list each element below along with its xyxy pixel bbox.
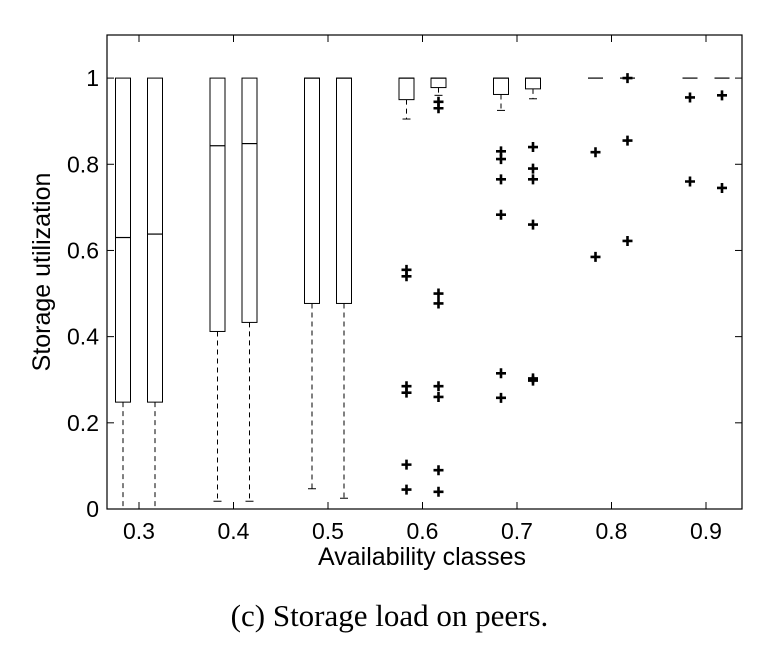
box-0_9-right [714,77,730,193]
outlier-point [433,103,444,114]
outlier-point [496,392,506,403]
box-0_3-left [115,77,131,510]
outlier-point [528,142,538,153]
box-0_5-left [304,77,320,490]
outlier-point [496,154,506,165]
outlier-point [685,92,695,103]
outlier-point [401,387,412,398]
boxplot-chart: 0 0.2 0.4 0.6 0.8 1 0.3 0.4 0.5 0.6 0.7 0.8 0.9 Ava… [28,34,743,571]
y-tick-labels: 0 0.2 0.4 0.6 0.8 1 [67,65,99,522]
outlier-point [496,174,506,185]
x-tick-label: 0.8 [596,518,628,544]
outlier-point [401,459,412,470]
outlier-point [433,381,444,392]
x-tick-label: 0.7 [501,518,533,544]
axis-ticks [107,35,742,510]
box-0_6-right [430,77,447,497]
box-iqr [209,77,226,332]
box-0_3-right [147,77,163,510]
box-0_4-right [241,77,258,502]
figure-caption: (c) Storage load on peers. [230,598,549,633]
outlier-point [528,163,538,174]
outlier-point [590,251,601,262]
y-tick-label: 0.8 [67,151,99,177]
x-tick-label: 0.5 [312,518,344,544]
box-iqr [493,77,509,95]
outlier-point [433,288,444,299]
y-tick-label: 0 [86,496,99,522]
outlier-point [401,271,412,282]
y-tick-label: 0.2 [67,410,99,436]
box-0_6-left [398,77,415,495]
outlier-point [685,176,695,187]
outlier-point [433,298,444,309]
box-iqr [430,77,447,89]
outlier-point [401,484,412,495]
plot-frame [106,34,743,510]
box-iqr [147,77,163,403]
outlier-point [528,375,538,386]
box-0_8-right [620,73,635,246]
x-tick-label: 0.9 [690,518,722,544]
outlier-point [622,135,633,146]
y-tick-label: 0.4 [67,324,99,350]
box-iqr [241,77,258,323]
x-tick-label: 0.3 [123,518,155,544]
box-0_7-left [493,77,509,403]
x-tick-label: 0.6 [407,518,439,544]
outlier-point [433,391,444,402]
outlier-point [717,90,727,101]
box-iqr [398,77,415,101]
outlier-point [717,182,727,193]
x-tick-labels: 0.3 0.4 0.5 0.6 0.7 0.8 0.9 [123,518,722,544]
y-tick-label: 1 [86,65,99,91]
y-tick-label: 0.6 [67,237,99,263]
box-0_8-left [588,77,603,262]
x-tick-label: 0.4 [218,518,250,544]
box-iqr [304,77,320,304]
box-iqr [336,77,352,304]
outlier-point [528,174,538,185]
outlier-point [433,486,444,497]
outlier-point [528,219,538,230]
y-axis-label: Storage utilization [28,173,56,372]
box-0_7-right [525,77,541,386]
box-iqr [115,77,131,403]
box-iqr [525,77,541,90]
outlier-point [496,209,506,220]
outlier-point [496,368,506,379]
box-0_9-left [682,77,698,187]
box-0_5-right [336,77,352,499]
box-0_4-left [209,77,226,502]
x-axis-label: Availability classes [318,543,526,571]
outlier-point [590,147,601,158]
outlier-point [622,235,633,246]
box-series [115,73,730,510]
outlier-point [433,465,444,476]
outlier-point [622,73,633,84]
